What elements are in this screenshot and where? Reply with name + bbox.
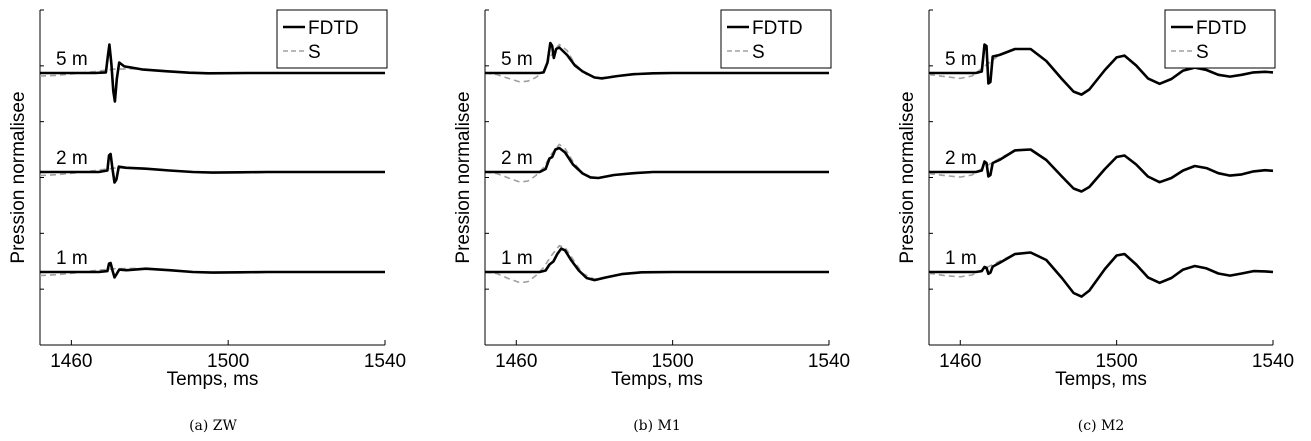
trace-label: 1 m	[501, 248, 533, 269]
chart-panel-2: 1460 1500 1540 Temps, ms Pression normalisee…	[453, 9, 850, 434]
series-line-fdtd-5m	[485, 41, 829, 80]
series-line-s-5m	[484, 43, 829, 83]
y-axis-label: Pression normalisee	[897, 91, 918, 263]
x-axis-label: Temps, ms	[167, 369, 259, 390]
x-tick-label: 1540	[1252, 351, 1294, 372]
x-tick-label: 1460	[495, 351, 537, 372]
x-tick-label: 1540	[808, 351, 850, 372]
subfigure-caption: (b) M1	[633, 418, 681, 434]
series-line-fdtd-1m	[40, 261, 385, 279]
series-line-fdtd-2m	[929, 148, 1274, 193]
trace-label: 2 m	[945, 148, 977, 169]
series-line-fdtd-2m	[40, 152, 385, 184]
legend-label: FDTD	[308, 18, 359, 39]
legend-box	[276, 9, 388, 69]
series-line-fdtd-5m	[929, 43, 1274, 96]
legend-label: S	[308, 42, 321, 63]
x-tick-label: 1540	[364, 351, 406, 372]
x-axis-label: Temps, ms	[611, 369, 703, 390]
legend: FDTD S	[720, 9, 832, 69]
series-line-fdtd-1m	[485, 247, 829, 282]
series-line-fdtd-1m	[929, 251, 1274, 298]
subfigure-caption: (a) ZW	[189, 418, 237, 434]
y-axis-label: Pression normalisee	[453, 91, 474, 263]
legend-box	[720, 9, 832, 69]
x-tick-label: 1460	[50, 351, 92, 372]
chart-panel-3: 1460 1500 1540 Temps, ms Pression normalisee…	[897, 9, 1294, 434]
legend: FDTD S	[276, 9, 388, 69]
x-axis-label: Temps, ms	[1055, 369, 1147, 390]
trace-label: 5 m	[945, 49, 977, 70]
legend: FDTD S	[1164, 9, 1276, 69]
trace-label: 1 m	[56, 248, 88, 269]
trace-label: 2 m	[56, 148, 88, 169]
legend-label: S	[1196, 42, 1209, 63]
series-line-s-1m	[484, 244, 829, 284]
series-line-s-2m	[484, 143, 829, 183]
series-line-fdtd-2m	[485, 146, 829, 180]
x-tick-label: 1500	[1095, 351, 1137, 372]
trace-label: 5 m	[56, 49, 88, 70]
series-line-fdtd-5m	[40, 43, 385, 103]
legend-label: S	[752, 42, 765, 63]
legend-label: FDTD	[752, 18, 803, 39]
y-axis-label: Pression normalisee	[8, 91, 29, 263]
trace-label: 2 m	[501, 148, 533, 169]
x-tick-label: 1500	[651, 351, 693, 372]
x-tick-label: 1460	[939, 351, 981, 372]
subfigure-caption: (c) M2	[1078, 418, 1124, 434]
legend-box	[1164, 9, 1276, 69]
x-tick-label: 1500	[207, 351, 249, 372]
trace-label: 5 m	[501, 49, 533, 70]
legend-label: FDTD	[1196, 18, 1247, 39]
trace-label: 1 m	[945, 248, 977, 269]
chart-panel-1: 1460 1500 1540 Temps, ms Pression normalisee…	[8, 9, 406, 434]
